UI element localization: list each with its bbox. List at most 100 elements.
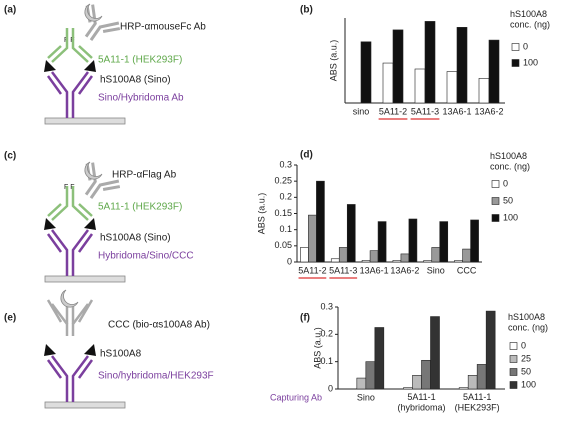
antibody [47,40,93,63]
legend-label: 50 [503,195,513,205]
legend-swatch [491,197,500,205]
bar [446,71,458,104]
legend-label: 100 [523,57,538,67]
legend-label: 100 [503,212,518,222]
detect-label: HRP-αFlag Ab [112,170,177,181]
legend-swatch [509,368,518,376]
legend-swatch [509,381,518,389]
antibody-shape [46,71,94,118]
bar [470,219,479,263]
antigen [44,218,96,230]
legend-swatch [511,59,520,67]
capture-label: Hybridoma/Sino/CCC [98,251,194,262]
enzyme [84,3,103,22]
bar [346,204,356,263]
legend-swatch [509,342,518,350]
stem [65,186,75,198]
panel-label: (d) [300,150,313,161]
x-tick-label: 5A11-3 [411,106,439,116]
antibody-shape [46,229,94,276]
legend-label: 0 [521,340,526,350]
legend-label: 0 [503,178,508,188]
bar [365,361,376,390]
panel-label: (b) [300,5,313,16]
bar [308,214,317,263]
detect-label: HRP-αmouseFc Ab [120,22,206,33]
bar [330,258,340,263]
y-tick-label: 0.3 [320,301,333,311]
legend-label: 50 [521,366,531,376]
x-tick-label: 5A11-2 [379,106,407,116]
antibody-shape [84,162,121,199]
bar [458,387,469,390]
x-tick-label: sino [353,106,370,116]
y-tick-label: 0.1 [279,224,292,234]
hrp-antibody [84,4,121,41]
surface [44,275,126,283]
y-axis-label: ABS (a.u.) [256,193,266,235]
enzyme [84,161,103,180]
antigen-label: hS100A8 [100,349,142,360]
hrp-antibody [84,162,121,199]
y-tick-label: 0.3 [279,159,292,169]
antigen [44,60,96,72]
antibody [46,71,94,118]
antigen [44,344,96,356]
bar [456,27,468,104]
x-tick-label: 13A6-1 [360,265,389,275]
bar [392,260,402,263]
legend-title: hS100A8 conc. (ng) [510,9,550,29]
legend-label: 0 [523,41,528,51]
x-tick-label: Sino [427,265,445,275]
fc-label: F F [64,37,75,44]
bar [412,375,422,390]
legend-label: 25 [521,353,531,363]
bar [338,247,348,263]
y-tick-label: 0 [287,256,292,266]
stem [65,306,75,324]
bar [400,253,410,263]
surface [44,117,126,125]
bar [485,310,496,390]
bar [316,180,325,263]
capture-label: Sino/hybridoma/HEK293F [98,371,214,382]
x-tick-label: 13A6-2 [474,106,503,116]
x-tick-label: 5A11-1 (hybridoma) [397,392,445,412]
antibody [47,198,93,221]
bar [423,260,433,263]
bar [488,39,500,104]
antigen-label: hS100A8 (Sino) [100,233,171,244]
bar [454,260,463,263]
bar [392,29,404,104]
bar [408,218,418,263]
antigen-label: hS100A8 (Sino) [100,75,171,86]
detect-label: CCC (bio-αs100A8 Ab) [108,320,210,331]
bar [356,377,367,390]
bar [360,41,372,104]
x-tick-label: CCC [457,265,477,275]
bar [421,359,431,390]
bar [439,221,449,263]
capture-label: Sino/Hybridoma Ab [98,93,184,104]
y-tick-label: 0.1 [320,356,333,366]
y-axis-label: ABS (a.u.) [328,40,338,82]
y-tick-label: 0.2 [320,329,333,339]
legend-title: hS100A8 conc. (ng) [490,151,530,171]
bar [467,375,478,390]
biotin [60,289,79,308]
bar [403,387,413,390]
y-tick-label: 0.15 [274,208,292,218]
x-tick-label: 13A6-1 [442,106,471,116]
legend-swatch [491,180,500,188]
legend-title: hS100A8 conc. (ng) [508,312,548,332]
x-tick-label: 5A11-3 [329,265,357,275]
panel-label: (f) [300,313,310,324]
surface [44,401,126,409]
fc-label: F F [64,184,75,191]
y-tick-label: 0.25 [274,176,292,186]
bar [430,316,440,390]
bar [382,62,394,104]
legend-swatch [491,214,500,222]
x-tick-label: Sino [357,392,375,402]
